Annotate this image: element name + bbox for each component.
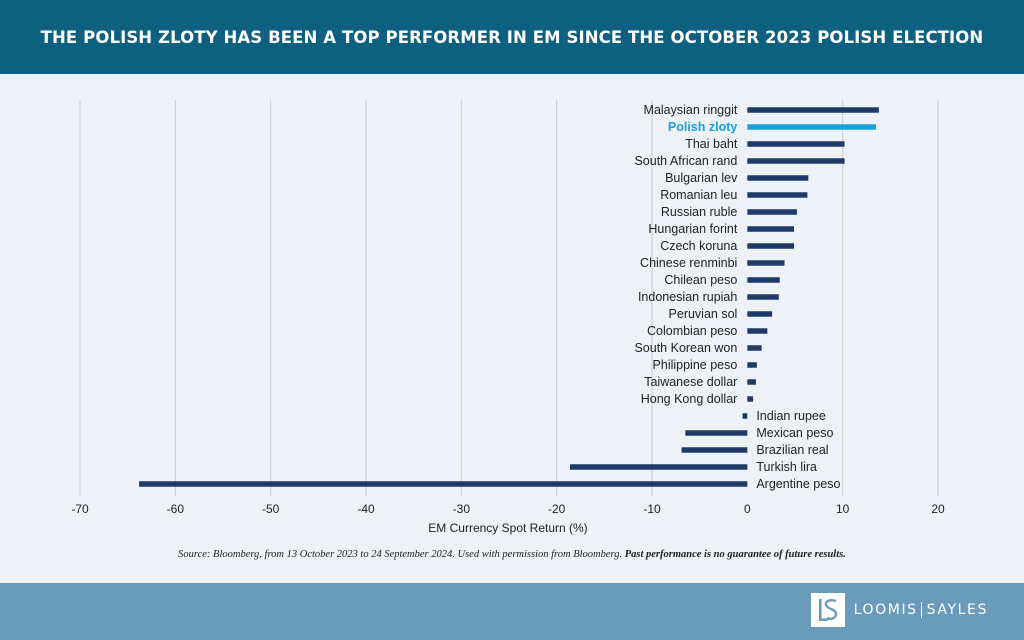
source-text: Source: Bloomberg, from 13 October 2023 …	[178, 549, 623, 560]
x-tick-label: -60	[167, 502, 185, 516]
bar-czech-koruna	[747, 243, 795, 249]
bar-peruvian-sol	[747, 311, 773, 317]
chart-title: THE POLISH ZLOTY HAS BEEN A TOP PERFORME…	[40, 27, 984, 47]
category-label: Taiwanese dollar	[644, 375, 737, 389]
category-label: Peruvian sol	[669, 307, 738, 321]
source-note: Source: Bloomberg, from 13 October 2023 …	[0, 549, 1024, 560]
bar-malaysian-ringgit	[747, 107, 879, 113]
category-label: Brazilian real	[756, 443, 828, 457]
bar-brazilian-real	[681, 447, 748, 453]
x-tick-label: -20	[548, 502, 566, 516]
logo-divider	[920, 602, 922, 618]
footer-bar: LOOMIS SAYLES	[0, 583, 1024, 640]
category-label: Hungarian forint	[648, 222, 737, 236]
x-tick-label: -70	[71, 502, 89, 516]
bar-russian-ruble	[747, 209, 797, 215]
x-axis-label: EM Currency Spot Return (%)	[428, 521, 587, 535]
category-label: Turkish lira	[756, 460, 817, 474]
bar-thai-baht	[747, 141, 845, 147]
logo-wordmark: LOOMIS SAYLES	[854, 602, 988, 618]
category-label: Romanian leu	[660, 188, 737, 202]
category-label: Chilean peso	[664, 273, 737, 287]
x-tick-label: -50	[262, 502, 280, 516]
category-label: Mexican peso	[756, 426, 833, 440]
gridlines	[79, 100, 939, 496]
category-label: Philippine peso	[653, 358, 738, 372]
category-label: Malaysian ringgit	[644, 103, 738, 117]
category-label: Thai baht	[685, 137, 738, 151]
bar-bulgarian-lev	[747, 175, 809, 181]
category-label: Colombian peso	[647, 324, 737, 338]
title-banner: THE POLISH ZLOTY HAS BEEN A TOP PERFORME…	[0, 0, 1024, 74]
x-tick-label: -30	[453, 502, 471, 516]
bar-mexican-peso	[685, 430, 748, 436]
bar-polish-zloty	[747, 124, 877, 130]
bar-turkish-lira	[570, 464, 748, 470]
x-tick-label: 10	[836, 502, 850, 516]
category-label: South African rand	[634, 154, 737, 168]
bar-chart: Malaysian ringgit Polish zloty Thai baht So…	[71, 100, 945, 535]
disclaimer-text: Past performance is no guarantee of futu…	[624, 549, 846, 560]
x-tick-label: 0	[744, 502, 751, 516]
bar-hungarian-forint	[747, 226, 795, 232]
bar-romanian-leu	[747, 192, 808, 198]
category-label: Polish zloty	[668, 120, 738, 134]
bar-chinese-renminbi	[747, 260, 785, 266]
bars	[139, 107, 879, 487]
bar-indonesian-rupiah	[747, 294, 779, 300]
x-tick-label: -10	[643, 502, 661, 516]
category-label: Russian ruble	[661, 205, 737, 219]
category-label: Chinese renminbi	[640, 256, 737, 270]
x-axis-ticks: -70 -60 -50 -40 -30 -20 -10 0 10 20	[71, 502, 945, 516]
bar-argentine-peso	[139, 481, 748, 487]
category-label: Argentine peso	[756, 477, 840, 491]
ls-monogram-icon	[810, 593, 845, 627]
logo-word-left: LOOMIS	[853, 602, 918, 618]
bar-philippine-peso	[747, 362, 757, 368]
bar-hong-kong-dollar	[747, 396, 754, 402]
category-label: Czech koruna	[660, 239, 737, 253]
bar-south-korean-won	[747, 345, 762, 351]
category-label: Bulgarian lev	[665, 171, 738, 185]
bar-indian-rupee	[742, 413, 748, 419]
category-label: Hong Kong dollar	[641, 392, 738, 406]
x-tick-label: 20	[931, 502, 945, 516]
bar-south-african-rand	[747, 158, 845, 164]
category-label: South Korean won	[634, 341, 737, 355]
category-label: Indian rupee	[756, 409, 826, 423]
bar-taiwanese-dollar	[747, 379, 756, 385]
logo-word-right: SAYLES	[926, 602, 988, 618]
category-label: Indonesian rupiah	[638, 290, 737, 304]
x-tick-label: -40	[357, 502, 375, 516]
bar-chilean-peso	[747, 277, 780, 283]
company-logo: LOOMIS SAYLES	[810, 593, 988, 627]
category-labels: Malaysian ringgit Polish zloty Thai baht So…	[634, 103, 840, 491]
bar-colombian-peso	[747, 328, 768, 334]
